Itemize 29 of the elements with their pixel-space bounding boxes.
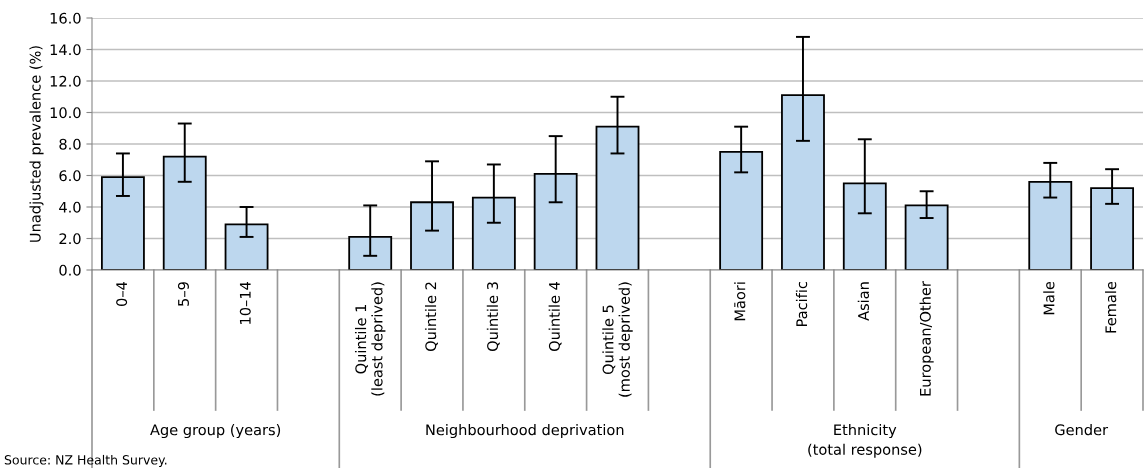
- y-tick-label: 12.0: [50, 75, 81, 87]
- y-tick-label: 16.0: [50, 12, 81, 24]
- x-tick-label: Quintile 1 (least deprived): [354, 282, 386, 396]
- text: Neighbourhood deprivation: [426, 424, 624, 439]
- x-tick-label: Quintile 4: [548, 281, 562, 352]
- y-tick-label: 0.0: [59, 264, 81, 276]
- x-tick-label: 5–9: [177, 282, 189, 306]
- x-tick-label: Quintile 2: [424, 282, 438, 352]
- y-tick-label: 10.0: [50, 107, 81, 119]
- text: Gender: [1055, 424, 1109, 436]
- x-tick-label: Male: [1043, 281, 1055, 315]
- x-tick-label: Māori: [734, 282, 746, 321]
- y-tick-label: 14.0: [50, 44, 81, 56]
- x-tick-label: Female: [1105, 281, 1117, 333]
- x-tick-label: Quintile 5 (most deprived): [602, 282, 633, 397]
- y-axis-title: Unadjusted prevalence (%): [29, 46, 44, 242]
- x-tick-label: Pacific: [795, 282, 808, 327]
- source-note: Source: NZ Health Survey.: [4, 454, 167, 467]
- y-tick-label: 6.0: [59, 170, 81, 182]
- text: Age group (years): [150, 424, 281, 439]
- x-tick-label: 10–14: [239, 281, 251, 324]
- y-tick-label: 2.0: [59, 233, 81, 245]
- y-tick-label: 4.0: [59, 201, 81, 213]
- x-tick-label: Asian: [857, 282, 870, 321]
- x-tick-label: European/Other: [919, 281, 934, 396]
- y-tick-label: 8.0: [59, 138, 81, 150]
- x-tick-label: 0–4: [116, 281, 128, 306]
- x-tick-label: Quintile 3: [486, 282, 500, 352]
- text: Ethnicity (total response): [808, 424, 922, 458]
